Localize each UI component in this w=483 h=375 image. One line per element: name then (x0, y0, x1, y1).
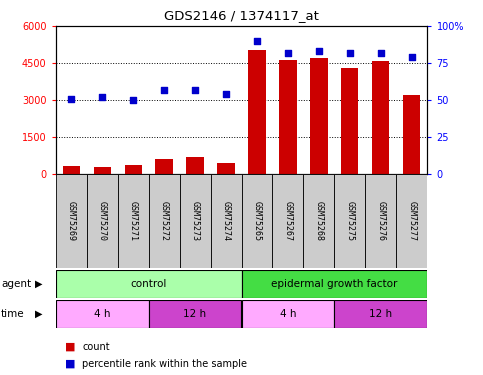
Text: epidermal growth factor: epidermal growth factor (271, 279, 398, 289)
Bar (149, 300, 242, 328)
Bar (248, 50, 266, 174)
Bar (311, 58, 327, 174)
Text: percentile rank within the sample: percentile rank within the sample (82, 359, 247, 369)
Text: 4 h: 4 h (94, 309, 110, 319)
Point (253, 38, 261, 44)
Text: GSM75267: GSM75267 (284, 201, 293, 241)
Point (346, 50, 354, 56)
Text: ▶: ▶ (35, 309, 43, 319)
Point (377, 50, 385, 56)
Point (408, 54, 416, 60)
Bar (149, 174, 180, 268)
Bar (211, 174, 242, 268)
Bar (156, 159, 172, 174)
Bar (186, 157, 203, 174)
Bar (242, 270, 427, 298)
Bar (334, 174, 366, 268)
Bar (334, 300, 427, 328)
Text: ▶: ▶ (35, 279, 43, 289)
Point (98, 94, 106, 100)
Point (160, 87, 168, 93)
Text: GSM75276: GSM75276 (376, 201, 385, 241)
Bar (280, 60, 297, 174)
Bar (94, 167, 111, 174)
Text: time: time (1, 309, 25, 319)
Text: 12 h: 12 h (184, 309, 207, 319)
Text: GSM75273: GSM75273 (190, 201, 199, 241)
Bar (303, 174, 334, 268)
Text: ■: ■ (65, 342, 76, 352)
Text: GSM75265: GSM75265 (253, 201, 261, 241)
Text: GSM75268: GSM75268 (314, 201, 324, 241)
Text: GSM75274: GSM75274 (222, 201, 230, 241)
Text: GDS2146 / 1374117_at: GDS2146 / 1374117_at (164, 9, 319, 22)
Text: GSM75275: GSM75275 (345, 201, 355, 241)
Bar (117, 174, 149, 268)
Bar (56, 270, 242, 298)
Bar (56, 174, 86, 268)
Point (222, 92, 230, 98)
Text: 12 h: 12 h (369, 309, 393, 319)
Bar (397, 174, 427, 268)
Text: control: control (130, 279, 167, 289)
Bar (242, 174, 272, 268)
Bar (217, 162, 235, 174)
Bar (86, 174, 117, 268)
Point (191, 87, 199, 93)
Bar (366, 174, 397, 268)
Text: 4 h: 4 h (280, 309, 296, 319)
Bar (62, 166, 80, 174)
Text: GSM75272: GSM75272 (159, 201, 169, 241)
Bar (180, 174, 211, 268)
Text: agent: agent (1, 279, 31, 289)
Text: GSM75269: GSM75269 (67, 201, 75, 241)
Point (284, 50, 292, 56)
Bar (341, 68, 358, 174)
Bar (242, 300, 334, 328)
Text: count: count (82, 342, 110, 352)
Point (315, 48, 323, 54)
Point (129, 98, 137, 104)
Bar (56, 300, 149, 328)
Text: GSM75271: GSM75271 (128, 201, 138, 241)
Text: GSM75277: GSM75277 (408, 201, 416, 241)
Bar (372, 61, 389, 174)
Bar (403, 95, 421, 174)
Bar (125, 165, 142, 174)
Text: GSM75270: GSM75270 (98, 201, 107, 241)
Point (67, 96, 75, 102)
Text: ■: ■ (65, 359, 76, 369)
Bar (272, 174, 303, 268)
